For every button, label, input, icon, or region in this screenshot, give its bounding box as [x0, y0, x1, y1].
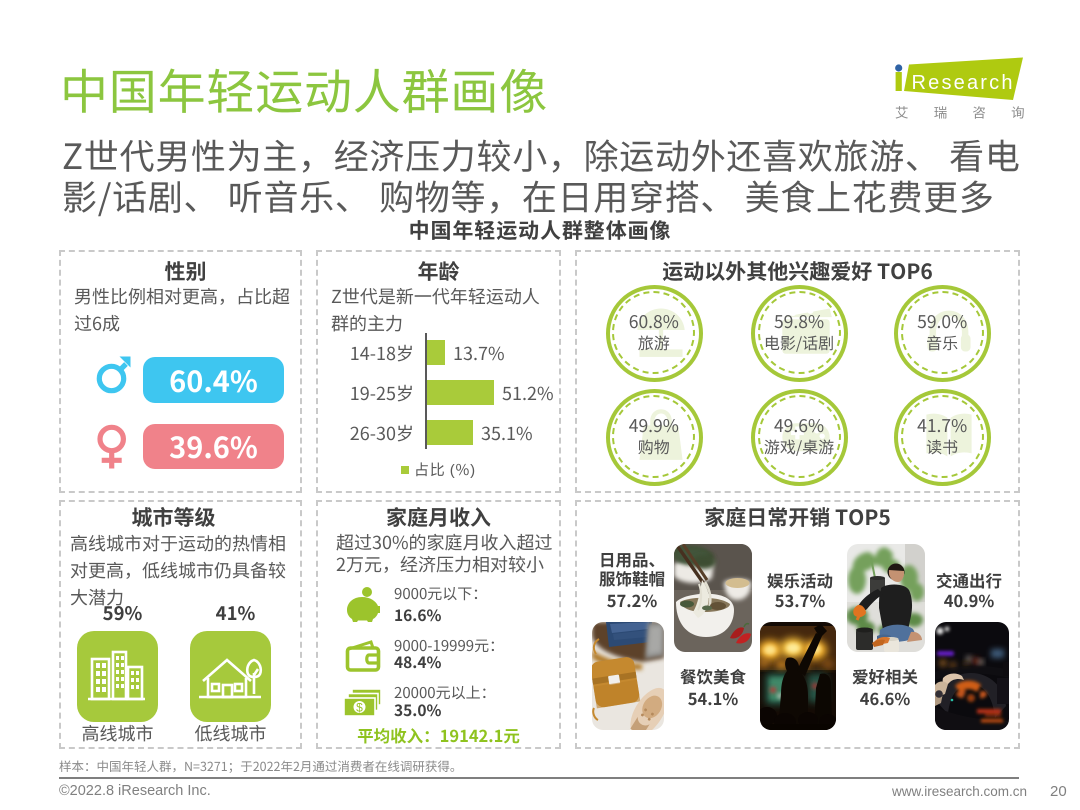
svg-text:$: $	[356, 700, 363, 714]
svg-text:艾瑞咨询: 艾瑞咨询	[895, 102, 1040, 122]
